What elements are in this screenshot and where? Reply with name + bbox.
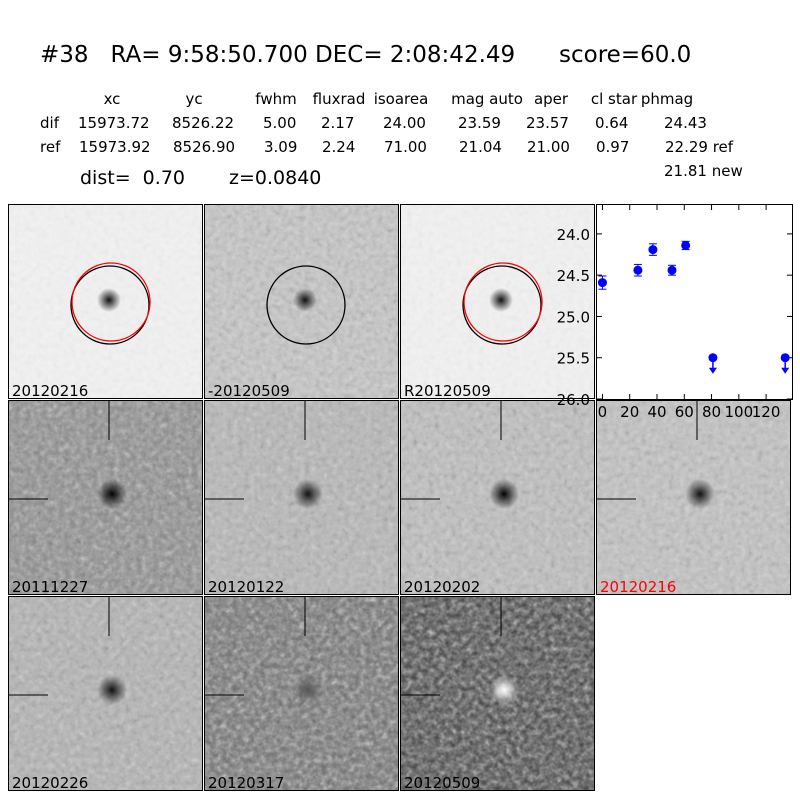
table-cell: 24.43 — [664, 114, 707, 132]
data-point — [633, 265, 643, 275]
column-header: xc — [103, 90, 121, 108]
data-point — [667, 265, 677, 275]
x-tick-label: 120 — [752, 403, 781, 421]
column-header: fwhm — [255, 90, 297, 108]
redshift-value: z=0.0840 — [229, 167, 322, 189]
image-stamp: R20120509 — [400, 204, 595, 399]
column-header: cl star — [590, 90, 638, 108]
x-tick-label: 40 — [647, 403, 666, 421]
upper-limit-arrowhead — [781, 367, 790, 374]
phmag-new: 21.81 new — [664, 162, 743, 180]
image-stamp: 20120226 — [8, 596, 203, 791]
image-stamp: 20120216 — [8, 204, 203, 399]
image-stamp: 20111227 — [8, 400, 203, 595]
table-cell: 2.17 — [321, 114, 355, 132]
x-tick-label: 60 — [675, 403, 694, 421]
source-blob — [489, 675, 519, 705]
column-header: yc — [185, 90, 203, 108]
source-blob — [489, 479, 519, 509]
aperture-circle — [70, 265, 150, 345]
stamp-date-label: 20120122 — [208, 578, 285, 595]
image-stamp: 20120122 — [204, 400, 399, 595]
stamp-date-label: 20120226 — [12, 774, 89, 791]
data-point — [681, 240, 691, 250]
data-point — [597, 278, 607, 288]
stamp-date-label: 20120216 — [12, 382, 89, 399]
column-header: phmag — [640, 90, 694, 108]
y-tick-label: 25.0 — [557, 308, 590, 326]
y-tick-label: 24.5 — [557, 267, 590, 285]
y-tick-label: 25.5 — [557, 350, 590, 368]
column-header: isoarea — [373, 90, 429, 108]
stamp-date-label: R20120509 — [404, 382, 491, 399]
y-tick-label: 24.0 — [557, 226, 590, 244]
table-cell: 21.04 — [459, 138, 502, 156]
row-label: ref — [40, 138, 61, 156]
upper-limit-point — [780, 353, 790, 363]
row-label: dif — [40, 114, 59, 132]
image-stamp: 20120216 — [596, 400, 791, 595]
table-cell: 15973.92 — [79, 138, 151, 156]
source-blob — [97, 288, 121, 312]
source-blob — [685, 479, 715, 509]
table-cell: 3.09 — [264, 138, 298, 156]
stamp-date-label: 20120509 — [404, 774, 481, 791]
image-stamp: -20120509 — [204, 204, 399, 399]
table-cell: 15973.72 — [78, 114, 150, 132]
upper-limit-arrowhead — [708, 367, 717, 374]
image-stamp: 20120202 — [400, 400, 595, 595]
table-cell: 71.00 — [384, 138, 427, 156]
x-tick-label: 100 — [724, 403, 753, 421]
stamp-date-label: 20120202 — [404, 578, 481, 595]
table-cell: 2.24 — [322, 138, 356, 156]
data-point — [648, 245, 658, 255]
stamp-date-label: -20120509 — [208, 382, 290, 399]
table-cell: 24.00 — [383, 114, 426, 132]
table-cell: 5.00 — [263, 114, 297, 132]
table-cell: 23.57 — [526, 114, 569, 132]
column-header: aper — [533, 90, 569, 108]
stamp-date-label: 20111227 — [12, 578, 89, 595]
stamp-date-label: 20120317 — [208, 774, 285, 791]
source-blob — [293, 288, 317, 312]
light-curve-plot: 24.0 24.5 25.0 25.5 26.0 0 20 40 60 80 100 120 — [557, 204, 793, 421]
source-blob — [293, 675, 323, 705]
table-cell: 21.00 — [527, 138, 570, 156]
source-blob — [489, 288, 513, 312]
reference-circle — [463, 262, 543, 342]
table-cell: 22.29 ref — [665, 138, 734, 156]
table-cell: 8526.90 — [173, 138, 236, 156]
stamp-date-label: 20120216 — [600, 578, 677, 595]
upper-limit-point — [708, 353, 718, 363]
table-cell: 23.59 — [458, 114, 501, 132]
column-header: fluxrad — [312, 90, 366, 108]
source-blob — [293, 479, 323, 509]
x-tick-label: 0 — [598, 403, 608, 421]
reference-circle — [71, 262, 151, 342]
y-tick-label: 26.0 — [557, 391, 590, 409]
table-cell: 0.97 — [596, 138, 630, 156]
aperture-circle — [266, 265, 346, 345]
column-header: mag auto — [451, 90, 523, 108]
aperture-circle — [462, 265, 542, 345]
image-stamp: 20120317 — [204, 596, 399, 791]
source-blob — [97, 479, 127, 509]
table-cell: 8526.22 — [172, 114, 235, 132]
dist-value: dist= 0.70 — [80, 167, 185, 189]
x-tick-label: 20 — [620, 403, 639, 421]
table-cell: 0.64 — [595, 114, 629, 132]
x-tick-label: 80 — [702, 403, 721, 421]
page-title: #38 RA= 9:58:50.700 DEC= 2:08:42.49 scor… — [40, 42, 692, 68]
image-stamp: 20120509 — [400, 596, 595, 791]
source-blob — [97, 675, 127, 705]
